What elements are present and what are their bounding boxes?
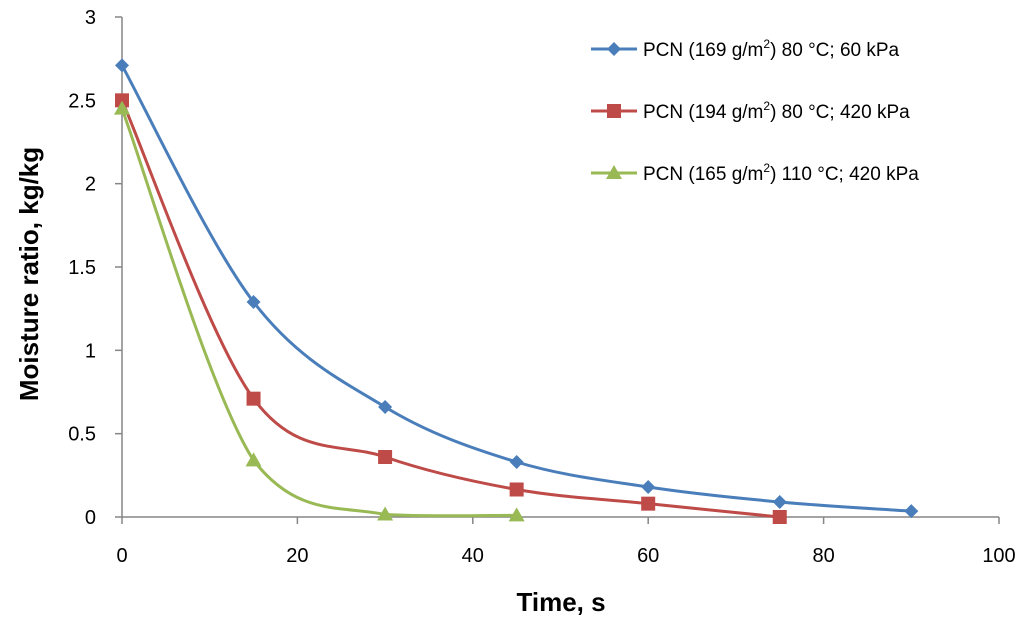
series-1-line (120, 63, 913, 513)
legend-entry-2: PCN (194 g/m2) 80 °C; 420 kPa (591, 99, 910, 123)
y-tick-label: 2.5 (68, 90, 96, 112)
series-1-point (509, 455, 524, 469)
series-3-point (114, 100, 130, 115)
legend-swatch-marker (607, 42, 621, 56)
series-2-point (115, 93, 129, 108)
y-tick-label: 1 (85, 340, 96, 362)
y-axis-title: Moisture ratio, kg/kg (14, 147, 44, 401)
legend-label: PCN (194 g/m2) 80 °C; 420 kPa (643, 99, 910, 123)
x-tick-label: 60 (637, 545, 659, 567)
ticks: 0 0.5 1 1.5 2 2.5 3 0 20 40 60 80 100 (68, 7, 1016, 567)
series-2-point (246, 391, 261, 406)
legend-entry-1: PCN (169 g/m2) 80 °C; 60 kPa (591, 37, 900, 61)
series-3-point (508, 507, 525, 522)
axes (121, 17, 999, 518)
series-1 (115, 58, 919, 519)
series-1-point (772, 495, 787, 509)
series-1-point (904, 504, 919, 519)
series-2-line (120, 98, 782, 519)
legend-swatch-marker (606, 165, 622, 179)
x-tick-label: 80 (812, 545, 834, 567)
y-tick-label: 0.5 (68, 424, 96, 446)
y-tick-label: 1.5 (68, 257, 96, 279)
x-tick-label: 100 (982, 545, 1015, 567)
series-group (114, 58, 919, 524)
series-3-line (120, 107, 519, 518)
series-3 (114, 100, 525, 522)
series-2-point (509, 482, 524, 497)
legend-swatch-marker (607, 104, 621, 118)
axis-titles: Time, s Moisture ratio, kg/kg (14, 147, 606, 617)
y-tick-label: 3 (85, 7, 96, 29)
x-tick-label: 40 (462, 545, 484, 567)
series-2-point (641, 496, 656, 511)
y-tick-label: 2 (85, 174, 96, 196)
series-1-point (378, 400, 393, 414)
series-2-point (772, 510, 787, 524)
series-1-point (641, 480, 656, 494)
series-2 (115, 93, 787, 524)
legend-entry-3: PCN (165 g/m2) 110 °C; 420 kPa (591, 161, 919, 185)
series-2-point (378, 450, 393, 464)
x-tick-label: 20 (286, 545, 308, 567)
x-tick-label: 0 (116, 545, 127, 567)
legend: PCN (169 g/m2) 80 °C; 60 kPa PCN (194 g/m… (591, 37, 919, 185)
series-1-point (246, 295, 261, 309)
x-axis-title: Time, s (516, 587, 605, 617)
series-3-point (245, 452, 262, 467)
series-3-point (377, 506, 394, 521)
y-tick-label: 0 (85, 507, 96, 529)
legend-label: PCN (165 g/m2) 110 °C; 420 kPa (643, 161, 919, 185)
series-1-point (115, 58, 129, 73)
legend-label: PCN (169 g/m2) 80 °C; 60 kPa (643, 37, 900, 61)
